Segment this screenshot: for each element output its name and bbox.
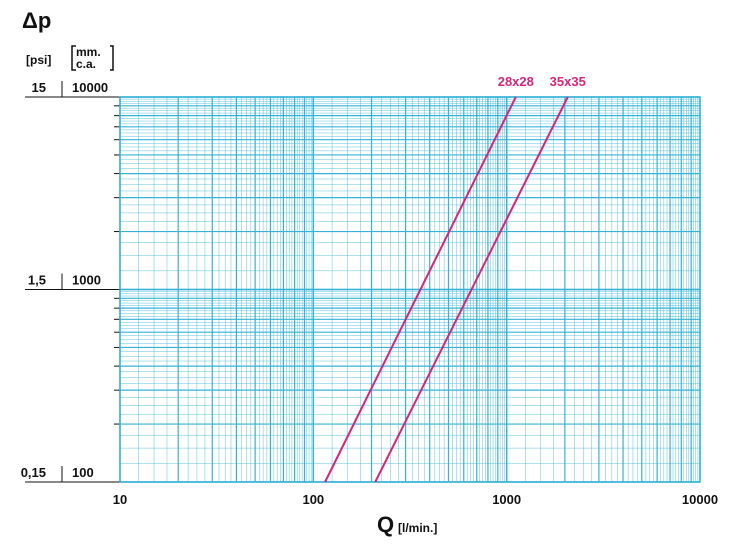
series-line	[324, 96, 517, 483]
y-title: Δp	[22, 8, 51, 33]
plot-frame	[119, 96, 701, 483]
y2-tick-label: 1,5	[28, 273, 46, 288]
x-tick-label: 10	[113, 492, 127, 507]
y2-label: [psi]	[26, 53, 51, 67]
bracket	[71, 45, 114, 71]
y2-tick-label: 0,15	[21, 465, 46, 480]
x-unit: [l/min.]	[398, 521, 437, 535]
x-tick-label: 10000	[682, 492, 718, 507]
legend-label: 35x35	[550, 74, 586, 89]
x-tick-label: 100	[302, 492, 324, 507]
y-label: mm.	[76, 45, 101, 59]
x-label: Q	[377, 512, 394, 537]
x-tick-label: 1000	[492, 492, 521, 507]
series-line	[374, 96, 569, 483]
legend-label: 28x28	[498, 74, 534, 89]
y-label: c.a.	[76, 57, 96, 71]
y-tick-label: 10000	[72, 80, 108, 95]
y-tick-label: 100	[72, 465, 94, 480]
y-tick-label: 1000	[72, 273, 101, 288]
y2-tick-label: 15	[32, 80, 46, 95]
